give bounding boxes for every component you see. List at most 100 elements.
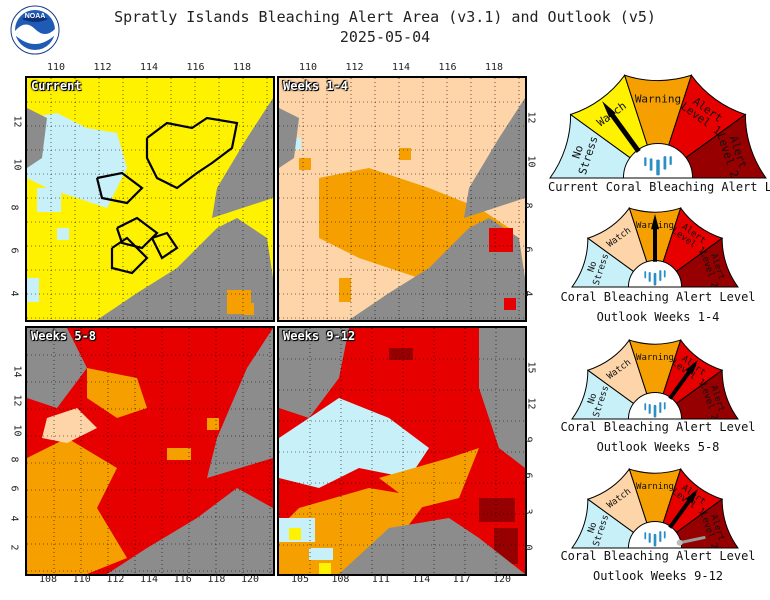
right-tick-label: 10 bbox=[525, 155, 537, 168]
bottom-tick-label: 120 bbox=[241, 574, 260, 585]
gauge-weeks-1-4-caption-1: Coral Bleaching Alert Level bbox=[560, 290, 756, 304]
land-borneo bbox=[349, 218, 525, 320]
gauge-weeks-1-4-caption-2: Outlook Weeks 1-4 bbox=[596, 310, 720, 324]
left-tick-label: 6 bbox=[8, 247, 20, 254]
coral-branch bbox=[669, 156, 672, 166]
right-tick-label: 6 bbox=[522, 472, 534, 479]
bottom-tick-label: 114 bbox=[412, 574, 431, 585]
coral-branch bbox=[659, 270, 662, 282]
top-tick-label: 114 bbox=[140, 62, 159, 73]
gauge-label: Warning bbox=[635, 93, 681, 106]
left-tick-label: 10 bbox=[11, 424, 23, 437]
coral-branch bbox=[659, 531, 662, 543]
warning-cell bbox=[167, 448, 191, 460]
left-tick-label: 6 bbox=[8, 485, 20, 492]
no-stress-area bbox=[279, 398, 429, 488]
bottom-tick-label: 114 bbox=[140, 574, 159, 585]
page-title: Spratly Islands Bleaching Alert Area (v3… bbox=[114, 8, 656, 26]
bottom-tick-label: 120 bbox=[493, 574, 512, 585]
top-tick-label: 110 bbox=[47, 62, 66, 73]
watch-area bbox=[42, 408, 97, 443]
map-label-weeks-5-8: Weeks 5-8 bbox=[31, 329, 97, 343]
gauge-label-line: No bbox=[586, 521, 599, 534]
coral-branch bbox=[663, 402, 666, 410]
warning-area bbox=[87, 368, 147, 418]
map-panel-weeks-9-12: Weeks 9-12 bbox=[277, 326, 527, 576]
coral-icon bbox=[644, 270, 666, 286]
bottom-tick-label: 110 bbox=[72, 574, 91, 585]
coral-branch bbox=[644, 403, 647, 411]
warning-cell bbox=[399, 148, 411, 160]
warning-area bbox=[379, 448, 479, 508]
top-tick-label: 114 bbox=[392, 62, 411, 73]
no-stress-cell bbox=[27, 278, 39, 302]
coral-icon bbox=[644, 531, 666, 547]
coral-branch bbox=[653, 272, 657, 286]
warning-area bbox=[27, 438, 127, 574]
top-tick-label: 118 bbox=[485, 62, 504, 73]
land-vietnam bbox=[279, 108, 299, 168]
no-stress-area bbox=[27, 113, 127, 208]
map-panel-current: Current bbox=[25, 76, 275, 322]
top-tick-label: 110 bbox=[299, 62, 318, 73]
gauge-label-line: No bbox=[586, 260, 599, 273]
map-weeks-1-4-canvas bbox=[279, 78, 525, 320]
logo-text: NOAA bbox=[25, 13, 46, 20]
gauge-weeks-9-12-caption-1: Coral Bleaching Alert Level bbox=[560, 549, 756, 563]
coral-branch bbox=[644, 271, 647, 279]
map-panel-weeks-1-4: Weeks 1-4 bbox=[277, 76, 527, 322]
map-label-current: Current bbox=[31, 79, 82, 93]
coral-branch bbox=[663, 270, 666, 278]
bottom-tick-label: 117 bbox=[452, 574, 471, 585]
warning-cell bbox=[299, 158, 311, 170]
top-tick-label: 116 bbox=[186, 62, 205, 73]
gauge-label-line: No bbox=[570, 144, 586, 161]
gauge-secondary-needle bbox=[679, 535, 706, 545]
land-palawan bbox=[207, 328, 273, 478]
gauge-needle-head bbox=[602, 101, 616, 118]
left-tick-label: 10 bbox=[11, 158, 23, 171]
top-tick-label: 112 bbox=[93, 62, 112, 73]
map-panel-weeks-5-8: Weeks 5-8 bbox=[25, 326, 275, 576]
map-label-weeks-9-12: Weeks 9-12 bbox=[283, 329, 356, 343]
gauge-weeks-5-8-caption-1: Coral Bleaching Alert Level bbox=[560, 420, 756, 434]
gauge-weeks-5-8-caption-2: Outlook Weeks 5-8 bbox=[596, 440, 720, 454]
left-tick-label: 4 bbox=[8, 515, 20, 522]
right-tick-label: 8 bbox=[522, 202, 534, 209]
gauge-needle bbox=[606, 108, 641, 153]
bottom-tick-label: 108 bbox=[331, 574, 350, 585]
coral-branch bbox=[663, 156, 667, 170]
alert-outline bbox=[110, 236, 149, 275]
map-weeks-5-8-canvas bbox=[27, 328, 273, 574]
coral-branch bbox=[644, 532, 647, 540]
coral-icon bbox=[644, 156, 672, 176]
coral-branch bbox=[648, 403, 651, 414]
land-palawan bbox=[464, 98, 525, 218]
gauge-label-line: Warning bbox=[636, 353, 674, 363]
map-current-canvas bbox=[27, 78, 273, 320]
gauge-secondary-knob bbox=[676, 539, 683, 546]
gauge-label-line: Warning bbox=[635, 93, 681, 106]
coral-branch bbox=[653, 404, 657, 418]
land-mainland bbox=[279, 328, 349, 418]
alert2-cell bbox=[389, 348, 413, 360]
watch-cell bbox=[289, 528, 301, 540]
alert-outline bbox=[145, 116, 239, 190]
bottom-tick-label: 116 bbox=[173, 574, 192, 585]
no-stress-cell bbox=[57, 228, 69, 240]
right-tick-label: 6 bbox=[522, 246, 534, 253]
gauge-needle-head bbox=[651, 213, 659, 230]
right-tick-label: 15 bbox=[525, 361, 537, 374]
land-borneo bbox=[339, 518, 525, 574]
gauge-weeks-9-12: NoStressWatchWarningAlertLevel 1AlertLev… bbox=[571, 467, 739, 550]
gauge-label-line: Warning bbox=[636, 482, 674, 492]
gauge-label: Warning bbox=[636, 482, 674, 492]
bottom-tick-label: 112 bbox=[106, 574, 125, 585]
coral-branch bbox=[649, 158, 653, 171]
gauge-weeks-9-12-caption-2: Outlook Weeks 9-12 bbox=[592, 569, 724, 583]
warning-cell bbox=[339, 278, 351, 302]
left-tick-label: 8 bbox=[8, 456, 20, 463]
alert1-cell bbox=[489, 228, 513, 252]
right-tick-label: 12 bbox=[525, 111, 537, 124]
coral-icon bbox=[644, 402, 666, 418]
